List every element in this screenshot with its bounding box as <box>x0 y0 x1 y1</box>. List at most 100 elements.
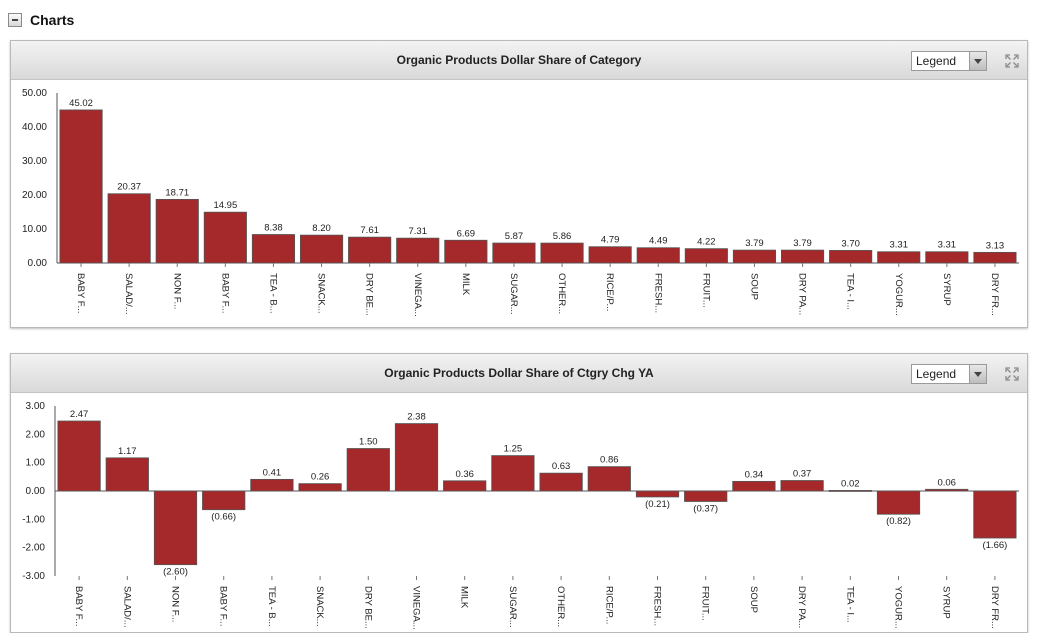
y-tick-label: 0.00 <box>28 258 48 269</box>
x-tick-label: RICE/P... <box>604 273 615 311</box>
data-label: 1.50 <box>359 437 378 448</box>
bar <box>105 457 149 492</box>
y-tick-label: 0.00 <box>26 486 46 497</box>
legend-dropdown[interactable]: Legend <box>911 364 987 384</box>
data-label: 3.70 <box>841 238 860 249</box>
bar <box>973 251 1017 264</box>
data-label: 3.79 <box>745 238 764 249</box>
data-label: 0.02 <box>841 478 860 489</box>
chart-panel-header: Organic Products Dollar Share of Ctgry C… <box>11 354 1027 393</box>
dropdown-arrow-icon[interactable] <box>969 52 986 70</box>
bar <box>443 480 487 492</box>
bar <box>635 490 680 498</box>
x-tick-label: SOUP <box>748 273 759 300</box>
x-tick-label: SNACK... <box>316 273 327 314</box>
legend-dropdown-label: Legend <box>916 54 957 68</box>
bar <box>780 249 825 264</box>
bar <box>250 478 294 492</box>
x-tick-label: BABY F... <box>218 586 229 626</box>
x-tick-label: FRESH... <box>652 586 663 626</box>
x-tick-label: SUGAR... <box>507 586 518 628</box>
bar <box>348 236 392 264</box>
bar <box>925 251 969 264</box>
bar <box>202 490 246 511</box>
bar <box>298 483 342 492</box>
x-tick-label: SUGAR... <box>508 273 519 315</box>
data-label: 0.86 <box>600 455 619 466</box>
data-label: 0.26 <box>311 472 330 483</box>
expand-icon[interactable] <box>1005 54 1019 68</box>
data-label: 6.69 <box>457 228 476 239</box>
chart-title: Organic Products Dollar Share of Ctgry C… <box>384 366 654 380</box>
collapse-icon[interactable] <box>8 13 22 27</box>
y-tick-label: 20.00 <box>22 190 47 201</box>
bar <box>540 242 584 264</box>
bar <box>732 249 777 264</box>
x-tick-label: BABY F... <box>73 586 84 626</box>
x-tick-label: DRY PA... <box>797 273 808 315</box>
bar <box>203 211 247 264</box>
data-label: 20.37 <box>117 182 141 193</box>
data-label: (1.66) <box>982 540 1007 551</box>
data-label: 0.34 <box>745 469 764 480</box>
bar <box>876 490 921 515</box>
bar <box>587 466 631 492</box>
data-label: (0.37) <box>693 503 718 514</box>
x-tick-label: VINEGA... <box>412 273 423 317</box>
x-tick-label: DRY FR... <box>989 586 1000 629</box>
expand-icon[interactable] <box>1005 367 1019 381</box>
data-label: 0.06 <box>937 477 956 488</box>
y-tick-label: 2.00 <box>26 429 46 440</box>
bar <box>444 239 488 264</box>
x-tick-label: TEA - B... <box>267 273 278 314</box>
bar <box>588 246 632 264</box>
bar <box>636 247 680 264</box>
x-tick-label: TEA - I... <box>844 586 855 623</box>
x-tick-label: SOUP <box>748 586 759 613</box>
data-label: 3.31 <box>890 240 909 251</box>
chart-title: Organic Products Dollar Share of Categor… <box>396 53 642 67</box>
bar <box>57 420 101 492</box>
bar <box>396 237 440 264</box>
y-tick-label: 10.00 <box>22 224 47 235</box>
data-label: 4.22 <box>697 237 716 248</box>
x-tick-label: FRUIT... <box>700 273 711 308</box>
bar-chart-share: 50.00 40.00 30.00 20.00 10.00 0.00 45.02 BABY F… <box>22 88 1019 317</box>
x-tick-label: YOGUR... <box>893 273 904 316</box>
bar <box>153 490 198 566</box>
x-tick-label: VINEGA... <box>411 586 422 630</box>
x-tick-label: RICE/P... <box>603 586 614 624</box>
legend-dropdown[interactable]: Legend <box>911 51 987 71</box>
bar-chart-change: 3.00 2.00 1.00 0.00 -1.00 -2.00 -3.00 2.47 BABY … <box>22 401 1019 630</box>
x-tick-label: NON F... <box>170 586 181 622</box>
data-label: (0.21) <box>645 499 670 510</box>
data-label: 3.13 <box>986 240 1005 251</box>
bar <box>155 198 199 264</box>
x-tick-label: SNACK... <box>314 586 325 627</box>
data-label: 0.37 <box>793 469 812 480</box>
bar <box>973 490 1017 539</box>
x-tick-label: MILK <box>460 273 471 296</box>
data-label: (0.82) <box>886 516 911 527</box>
x-tick-label: FRUIT... <box>700 586 711 621</box>
x-tick-label: FRESH... <box>652 273 663 313</box>
data-label: 0.36 <box>455 469 474 480</box>
data-label: 18.71 <box>165 187 189 198</box>
x-tick-label: TEA - B... <box>266 586 277 627</box>
y-tick-label: -2.00 <box>22 543 45 554</box>
x-tick-label: OTHER... <box>556 273 567 314</box>
x-tick-label: SALAD/... <box>123 273 134 315</box>
bar <box>684 248 728 264</box>
bar <box>539 472 583 492</box>
x-tick-label: OTHER... <box>555 586 566 627</box>
dropdown-arrow-icon[interactable] <box>969 365 986 383</box>
x-tick-label: DRY PA... <box>796 586 807 628</box>
data-label: 5.86 <box>553 231 572 242</box>
x-tick-label: DRY FR... <box>989 273 1000 316</box>
y-tick-label: 30.00 <box>22 156 47 167</box>
bar <box>346 448 390 492</box>
data-label: 0.63 <box>552 461 571 472</box>
bar <box>925 488 969 492</box>
bar <box>492 242 536 264</box>
bar <box>59 109 103 264</box>
